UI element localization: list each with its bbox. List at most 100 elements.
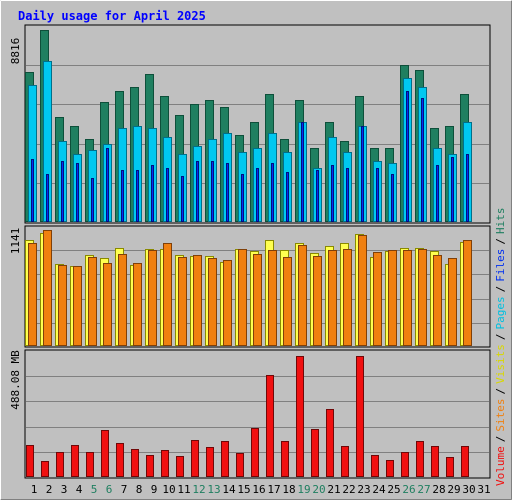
volume-bar <box>131 449 139 477</box>
volume-bar <box>326 409 334 477</box>
volume-bar <box>71 445 79 477</box>
panel-middle <box>24 225 491 348</box>
legend-visits: Visits <box>494 344 507 384</box>
sites-bar <box>358 235 367 346</box>
legend-sep: / <box>494 286 507 293</box>
volume-bar <box>431 446 439 477</box>
sites-bar <box>283 257 292 346</box>
x-tick-label: 8 <box>136 483 143 496</box>
x-tick-label: 31 <box>477 483 490 496</box>
x-tick-label: 1 <box>31 483 38 496</box>
x-tick-label: 28 <box>432 483 445 496</box>
legend-pages: Pages <box>494 296 507 329</box>
volume-bar <box>281 441 289 477</box>
volume-bar <box>416 441 424 477</box>
x-tick-label: 23 <box>357 483 370 496</box>
volume-bar <box>461 446 469 477</box>
sites-bar <box>253 254 262 346</box>
pages-bar <box>331 165 334 222</box>
x-tick-label: 4 <box>76 483 83 496</box>
volume-bar <box>176 456 184 477</box>
x-tick-label: 13 <box>207 483 220 496</box>
sites-bar <box>193 255 202 346</box>
pages-bar <box>286 172 289 222</box>
legend-sites: Sites <box>494 399 507 432</box>
volume-bar <box>26 445 34 477</box>
sites-bar <box>163 243 172 346</box>
sites-bar <box>43 230 52 346</box>
x-tick-label: 2 <box>46 483 53 496</box>
sites-bar <box>403 250 412 346</box>
x-tick-label: 9 <box>151 483 158 496</box>
sites-bar <box>58 265 67 346</box>
legend: Volume / Sites / Visits / Pages / Files / Hits <box>494 208 507 487</box>
pages-bar <box>181 176 184 222</box>
sites-bar <box>328 250 337 346</box>
x-tick-label: 29 <box>447 483 460 496</box>
volume-bar <box>41 461 49 477</box>
panel-top <box>24 24 491 224</box>
legend-sep: / <box>494 388 507 395</box>
chart-title: Daily usage for April 2025 <box>18 9 206 23</box>
volume-bar <box>356 356 364 477</box>
sites-bar <box>28 243 37 346</box>
pages-bar <box>46 174 49 222</box>
pages-bar <box>151 165 154 222</box>
pages-bar <box>271 163 274 222</box>
panel-middle-ymax: 1141 <box>9 228 22 255</box>
volume-bar <box>101 430 109 477</box>
pages-bar <box>391 174 394 222</box>
panel-bottom-bars <box>26 356 469 477</box>
legend-sep: / <box>494 436 507 443</box>
volume-bar <box>401 452 409 477</box>
x-tick-label: 17 <box>267 483 280 496</box>
volume-bar <box>191 440 199 477</box>
pages-bar <box>436 165 439 222</box>
x-tick-label: 5 <box>91 483 98 496</box>
x-tick-label: 25 <box>387 483 400 496</box>
x-tick-label: 6 <box>106 483 113 496</box>
pages-bar <box>376 168 379 222</box>
pages-bar <box>256 168 259 222</box>
volume-bar <box>341 446 349 477</box>
volume-bar <box>266 375 274 477</box>
pages-bar <box>226 163 229 222</box>
sites-bar <box>133 263 142 346</box>
sites-bar <box>238 249 247 346</box>
volume-bar <box>296 356 304 477</box>
volume-bar <box>221 441 229 477</box>
sites-bar <box>88 257 97 346</box>
volume-bar <box>146 455 154 477</box>
volume-bar <box>206 447 214 477</box>
x-tick-label: 10 <box>162 483 175 496</box>
x-tick-label: 11 <box>177 483 190 496</box>
volume-bar <box>251 428 259 477</box>
panel-top-bars <box>25 30 472 222</box>
sites-bar <box>313 256 322 346</box>
x-tick-label: 24 <box>372 483 386 496</box>
svg-text:Volume/Sites/Visits/Pages/File: Volume / Sites / Visits / Pages / Files / Hits <box>494 208 507 487</box>
volume-bar <box>161 450 169 477</box>
pages-bar <box>406 91 409 222</box>
volume-bar <box>116 443 124 477</box>
x-tick-label: 21 <box>327 483 340 496</box>
pages-bar <box>91 178 94 222</box>
pages-bar <box>136 170 139 222</box>
volume-bar <box>446 457 454 477</box>
volume-bar <box>311 429 319 477</box>
panel-top-ymax: 8816 <box>9 38 22 65</box>
x-tick-label: 22 <box>342 483 355 496</box>
x-tick-label: 14 <box>222 483 236 496</box>
pages-bar <box>76 163 79 222</box>
sites-bar <box>448 258 457 346</box>
pages-bar <box>361 126 364 222</box>
sites-bar <box>418 249 427 346</box>
sites-bar <box>103 263 112 346</box>
sites-bar <box>208 258 217 346</box>
pages-bar <box>196 161 199 222</box>
pages-bar <box>466 154 469 222</box>
pages-bar <box>211 161 214 222</box>
sites-bar <box>463 240 472 346</box>
panel-middle-bars <box>25 230 472 346</box>
pages-bar <box>241 174 244 222</box>
